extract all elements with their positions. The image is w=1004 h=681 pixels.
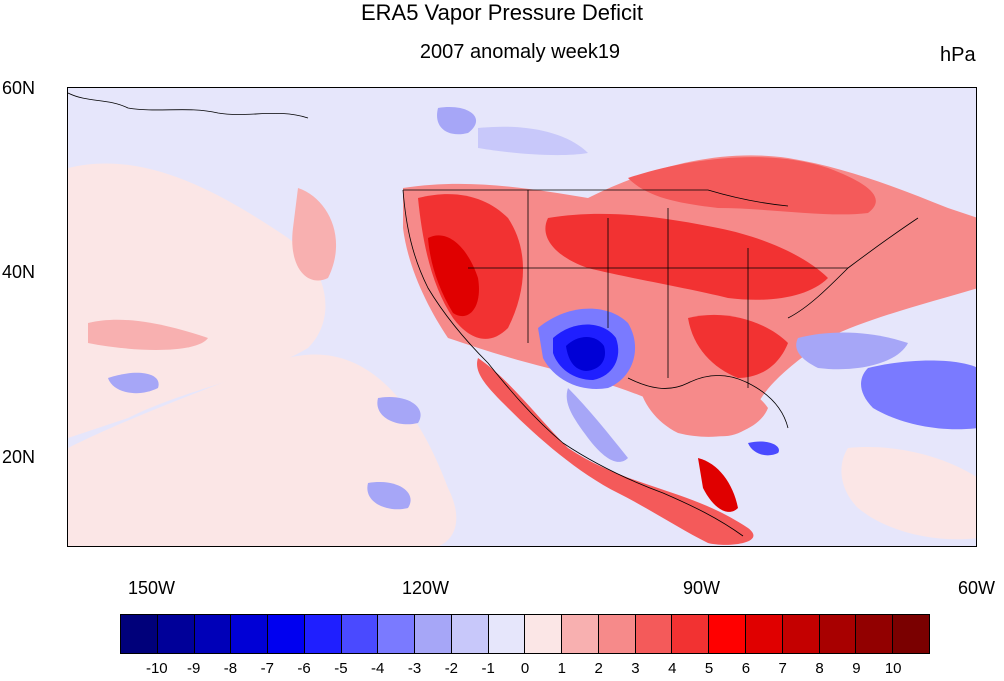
colorbar-label: -3 xyxy=(407,660,422,677)
colorbar-label: -9 xyxy=(186,660,201,677)
colorbar-labels: -10 -9 -8 -7 -6 -5 -4 -3 -2 -1 0 1 2 3 4 5 6 7 8 9 10 xyxy=(120,660,930,680)
colorbar-box-5 xyxy=(304,615,342,653)
lon-label-120w: 120W xyxy=(402,578,450,598)
colorbar-box-8 xyxy=(415,615,452,653)
colorbar xyxy=(120,614,930,654)
lon-label-90w: 90W xyxy=(683,578,721,598)
colorbar-box-1 xyxy=(157,615,195,653)
texas-anomaly-core xyxy=(566,337,606,371)
colorbar-box-10 xyxy=(488,615,526,653)
colorbar-label: -1 xyxy=(481,660,495,677)
colorbar-label: -7 xyxy=(260,660,274,677)
mexico-anomaly xyxy=(477,358,754,545)
colorbar-box-2 xyxy=(194,615,232,653)
colorbar-box-18 xyxy=(782,615,820,653)
southeast-anomaly xyxy=(688,314,788,378)
southern-pacific-light-pink xyxy=(68,354,457,546)
colorbar-label: -10 xyxy=(145,660,168,677)
great-basin-core xyxy=(428,235,479,317)
map-title: ERA5 Vapor Pressure Deficit xyxy=(360,0,644,25)
colorbar-label: 0 xyxy=(520,660,530,677)
plains-anomaly xyxy=(545,213,828,300)
colorbar-box-19 xyxy=(819,615,857,653)
colorbar-label: -2 xyxy=(444,660,459,677)
colorbar-label: -8 xyxy=(223,660,238,677)
pacific-pink-patch xyxy=(292,188,337,281)
colorbar-box-11 xyxy=(525,615,563,653)
colorbar-box-14 xyxy=(635,615,673,653)
lat-label-20n: 20N xyxy=(2,447,36,467)
map-panel xyxy=(67,87,977,547)
colorbar-box-6 xyxy=(341,615,379,653)
colorbar-box-0 xyxy=(121,615,158,653)
colorbar-label: 1 xyxy=(557,660,566,677)
colorbar-box-9 xyxy=(451,615,489,653)
map-subtitle: 2007 anomaly week19 xyxy=(419,41,621,63)
units-label: hPa xyxy=(940,44,976,66)
colorbar-label: 7 xyxy=(778,660,787,677)
lon-label-60w: 60W xyxy=(958,578,996,598)
colorbar-box-17 xyxy=(746,615,783,653)
colorbar-box-21 xyxy=(893,615,929,653)
colorbar-label: 3 xyxy=(631,660,640,677)
colorbar-label: 9 xyxy=(852,660,861,677)
colorbar-label: -6 xyxy=(297,660,311,677)
colorbar-label: 8 xyxy=(815,660,824,677)
colorbar-label: -5 xyxy=(334,660,348,677)
atlantic-blue-patch xyxy=(796,332,908,370)
vpd-anomaly-map xyxy=(68,88,976,546)
lon-label-150w: 150W xyxy=(128,578,176,598)
lat-label-60n: 60N xyxy=(2,78,36,98)
colorbar-box-15 xyxy=(672,615,710,653)
colorbar-box-12 xyxy=(562,615,599,653)
colorbar-box-3 xyxy=(231,615,269,653)
colorbar-label: 10 xyxy=(884,660,902,677)
atlantic-blue-core xyxy=(861,360,976,430)
gulf-anomaly xyxy=(637,358,768,437)
colorbar-label: 5 xyxy=(704,660,714,677)
central-america-core xyxy=(698,458,738,512)
pacific-pink-band xyxy=(88,319,208,350)
colorbar-box-7 xyxy=(378,615,416,653)
colorbar-box-4 xyxy=(268,615,305,653)
colorbar-label: 6 xyxy=(741,660,751,677)
colorbar-box-20 xyxy=(856,615,894,653)
colorbar-box-16 xyxy=(709,615,747,653)
north-blue-patch xyxy=(437,107,477,135)
canada-anomaly xyxy=(628,157,876,215)
colorbar-label: 4 xyxy=(668,660,677,677)
lat-label-40n: 40N xyxy=(2,262,36,282)
colorbar-label: 2 xyxy=(594,660,603,677)
colorbar-box-13 xyxy=(598,615,636,653)
colorbar-label: -4 xyxy=(371,660,385,677)
coastlines xyxy=(68,92,919,537)
